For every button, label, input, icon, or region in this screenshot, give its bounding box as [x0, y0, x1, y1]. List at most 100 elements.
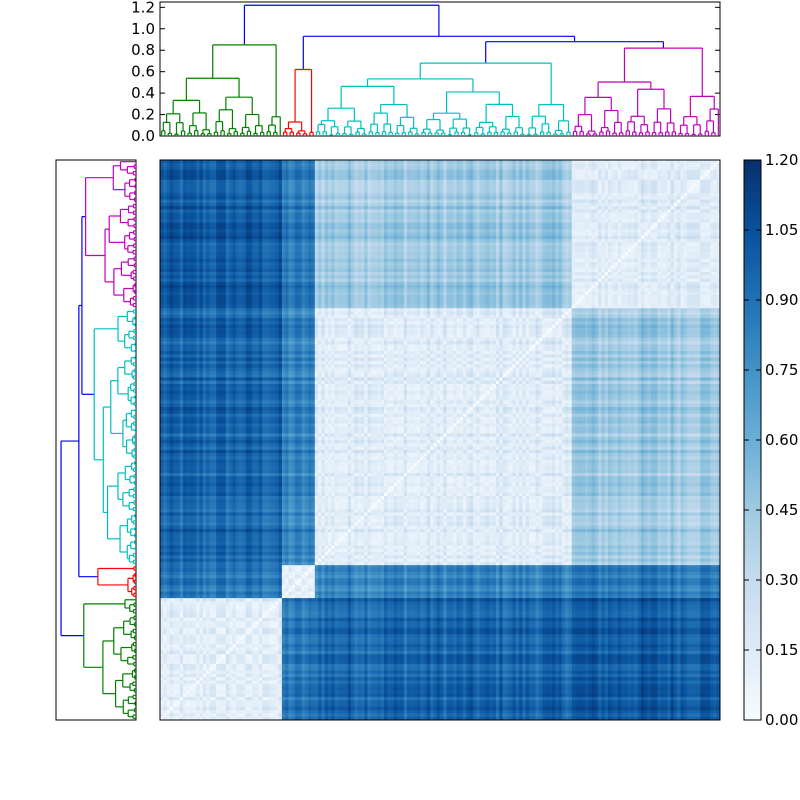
heatmap-cell: [499, 219, 503, 223]
heatmap-cell: [169, 209, 174, 214]
heatmap-cell: [416, 160, 421, 164]
heatmap-cell: [617, 216, 622, 220]
heatmap-cell: [680, 166, 685, 171]
heatmap-cell: [189, 229, 194, 233]
heatmap-cell: [670, 209, 675, 214]
heatmap-cell: [232, 166, 237, 171]
heatmap-cell: [456, 160, 461, 164]
heatmap-cell: [209, 235, 214, 240]
heatmap-cell: [308, 166, 312, 171]
heatmap-cell: [189, 176, 194, 181]
heatmap-cell: [314, 176, 319, 181]
heatmap-cell: [281, 206, 286, 210]
heatmap-cell: [700, 232, 704, 237]
heatmap-cell: [258, 196, 263, 200]
heatmap-cell: [466, 169, 471, 174]
heatmap-cell: [291, 229, 296, 233]
heatmap-cell: [690, 206, 695, 210]
heatmap-cell: [206, 206, 210, 210]
heatmap-cell: [278, 216, 283, 220]
heatmap-cell: [522, 206, 527, 210]
heatmap-cell: [528, 216, 533, 220]
heatmap-cell: [489, 222, 494, 227]
heatmap-cell: [179, 160, 184, 164]
heatmap-cell: [324, 169, 329, 174]
heatmap-cell: [255, 225, 260, 230]
heatmap-cell: [384, 219, 388, 223]
heatmap-cell: [532, 212, 536, 217]
heatmap-cell: [552, 202, 556, 207]
heatmap-cell: [565, 206, 569, 210]
heatmap-cell: [561, 206, 566, 210]
heatmap-cell: [690, 199, 695, 204]
heatmap-cell: [426, 219, 431, 223]
heatmap-cell: [631, 216, 635, 220]
heatmap-cell: [453, 186, 457, 191]
heatmap-cell: [486, 192, 490, 197]
heatmap-cell: [390, 232, 395, 237]
heatmap-cell: [252, 192, 256, 197]
heatmap-cell: [440, 216, 444, 220]
heatmap-cell: [377, 183, 382, 187]
heatmap-cell: [528, 176, 533, 181]
heatmap-cell: [584, 189, 589, 194]
heatmap-cell: [640, 192, 645, 197]
heatmap-cell: [166, 179, 171, 184]
heatmap-cell: [216, 206, 220, 210]
heatmap-cell: [472, 183, 477, 187]
heatmap-cell: [624, 222, 629, 227]
heatmap-cell: [275, 189, 279, 194]
heatmap-cell: [528, 183, 533, 187]
heatmap-cell: [403, 186, 408, 191]
heatmap-cell: [183, 222, 187, 227]
heatmap-cell: [344, 160, 349, 164]
heatmap-cell: [575, 163, 579, 167]
heatmap-cell: [416, 166, 421, 171]
heatmap-cell: [328, 192, 332, 197]
heatmap-cell: [222, 232, 227, 237]
heatmap-cell: [433, 189, 438, 194]
heatmap-cell: [258, 173, 263, 177]
heatmap-cell: [472, 173, 477, 177]
heatmap-cell: [351, 192, 355, 197]
heatmap-cell: [209, 199, 214, 204]
heatmap-cell: [489, 212, 494, 217]
heatmap-cell: [252, 176, 256, 181]
heatmap-cell: [393, 160, 398, 164]
heatmap-cell: [216, 196, 220, 200]
heatmap-cell: [351, 212, 355, 217]
heatmap-cell: [594, 229, 599, 233]
heatmap-cell: [173, 216, 177, 220]
heatmap-cell: [301, 216, 306, 220]
heatmap-cell: [179, 196, 184, 200]
heatmap-cell: [624, 160, 629, 164]
heatmap-cell: [397, 189, 401, 194]
heatmap-cell: [604, 222, 609, 227]
heatmap-cell: [637, 169, 642, 174]
heatmap-cell: [496, 166, 500, 171]
heatmap-cell: [202, 216, 207, 220]
heatmap-cell: [311, 219, 316, 223]
heatmap-cell: [410, 176, 415, 181]
heatmap-cell: [706, 199, 711, 204]
heatmap-cell: [542, 189, 546, 194]
heatmap-cell: [624, 173, 629, 177]
heatmap-cell: [173, 219, 177, 223]
heatmap-cell: [640, 206, 645, 210]
heatmap-cell: [222, 216, 227, 220]
heatmap-cell: [199, 186, 204, 191]
heatmap-cell: [492, 163, 497, 167]
heatmap-cell: [360, 199, 365, 204]
heatmap-cell: [492, 192, 497, 197]
heatmap-cell: [509, 169, 513, 174]
heatmap-cell: [512, 212, 517, 217]
heatmap-cell: [545, 183, 550, 187]
heatmap-cell: [321, 229, 326, 233]
heatmap-cell: [430, 179, 434, 184]
heatmap-cell: [519, 196, 523, 200]
heatmap-cell: [390, 160, 395, 164]
heatmap-cell: [581, 212, 586, 217]
heatmap-cell: [212, 192, 217, 197]
heatmap-cell: [575, 176, 579, 181]
heatmap-cell: [374, 183, 378, 187]
